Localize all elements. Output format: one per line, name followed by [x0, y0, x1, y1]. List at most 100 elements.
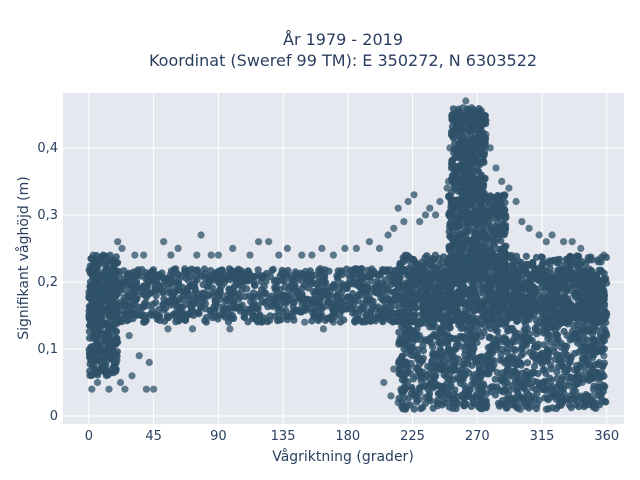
data-point — [590, 350, 598, 359]
data-point — [401, 405, 409, 413]
y-axis-label: Signifikant våghöjd (m) — [15, 176, 32, 339]
data-point — [292, 270, 300, 278]
data-point — [268, 292, 276, 300]
data-point — [471, 124, 479, 132]
data-point — [88, 385, 96, 393]
data-point — [518, 267, 526, 275]
data-point — [229, 244, 237, 252]
data-point — [491, 305, 499, 313]
data-point — [274, 317, 282, 325]
data-point — [500, 335, 508, 343]
data-point — [303, 304, 311, 312]
data-point — [481, 315, 489, 323]
data-point — [410, 405, 418, 413]
data-point — [574, 317, 582, 325]
data-point — [508, 260, 517, 268]
data-point — [431, 251, 439, 259]
data-point — [236, 307, 244, 315]
data-point — [525, 224, 533, 232]
data-point — [298, 251, 306, 259]
data-point — [461, 187, 469, 195]
data-point — [533, 401, 541, 409]
data-point — [566, 258, 574, 266]
data-point — [485, 334, 493, 342]
data-point — [90, 325, 98, 333]
data-point — [369, 315, 377, 323]
data-point — [150, 385, 158, 393]
data-point — [551, 289, 559, 298]
data-point — [489, 383, 498, 391]
data-point — [315, 278, 323, 287]
data-point — [254, 266, 262, 274]
y-tick-label: 0 — [50, 409, 58, 424]
data-point — [540, 267, 548, 275]
data-point — [352, 244, 360, 252]
data-point — [133, 295, 141, 303]
data-point — [561, 284, 569, 292]
data-point — [158, 269, 166, 277]
data-point — [493, 336, 501, 344]
data-point — [104, 294, 112, 302]
data-point — [532, 253, 541, 262]
data-point — [135, 352, 143, 360]
data-point — [226, 325, 234, 333]
data-point — [507, 253, 515, 261]
data-point — [304, 274, 312, 282]
data-point — [94, 368, 102, 376]
data-point — [166, 299, 174, 307]
data-point — [406, 325, 414, 333]
data-point — [403, 340, 411, 348]
data-point — [390, 365, 398, 373]
data-point — [311, 291, 319, 299]
data-point — [209, 276, 217, 284]
data-point — [472, 333, 480, 341]
data-point — [441, 319, 449, 327]
data-point — [487, 236, 495, 244]
data-point — [599, 325, 607, 333]
data-point — [450, 360, 458, 369]
data-point — [230, 314, 238, 323]
data-point — [419, 279, 427, 287]
data-point — [483, 263, 491, 271]
data-point — [125, 309, 133, 317]
data-point — [252, 304, 260, 312]
data-point — [453, 288, 461, 296]
data-point — [449, 117, 457, 125]
data-point — [275, 251, 283, 259]
data-point — [408, 385, 416, 393]
data-point — [532, 330, 541, 338]
data-point — [588, 392, 597, 400]
data-point — [433, 333, 441, 341]
data-point — [542, 238, 550, 246]
data-point — [443, 309, 451, 317]
data-point — [468, 252, 476, 260]
data-point — [266, 272, 274, 281]
data-point — [488, 207, 496, 216]
data-point — [107, 347, 115, 356]
data-point — [395, 278, 403, 286]
data-point — [114, 259, 122, 267]
data-point — [410, 191, 418, 199]
data-point — [358, 282, 366, 290]
data-point — [532, 357, 540, 365]
data-point — [547, 365, 555, 373]
data-point — [319, 292, 327, 301]
data-point — [416, 218, 424, 226]
data-point — [519, 375, 528, 383]
data-point — [184, 276, 193, 284]
data-point — [152, 292, 160, 300]
data-point — [509, 312, 517, 320]
data-point — [90, 317, 98, 325]
data-point — [250, 281, 258, 289]
data-point — [502, 306, 510, 314]
data-point — [106, 307, 114, 315]
data-point — [462, 97, 470, 105]
data-point — [308, 251, 316, 259]
data-point — [464, 133, 472, 141]
data-point — [182, 300, 190, 309]
data-point — [420, 311, 428, 320]
data-point — [359, 305, 368, 313]
data-point — [513, 393, 522, 401]
y-tick-label: 0,1 — [37, 342, 58, 357]
data-point — [390, 224, 398, 232]
